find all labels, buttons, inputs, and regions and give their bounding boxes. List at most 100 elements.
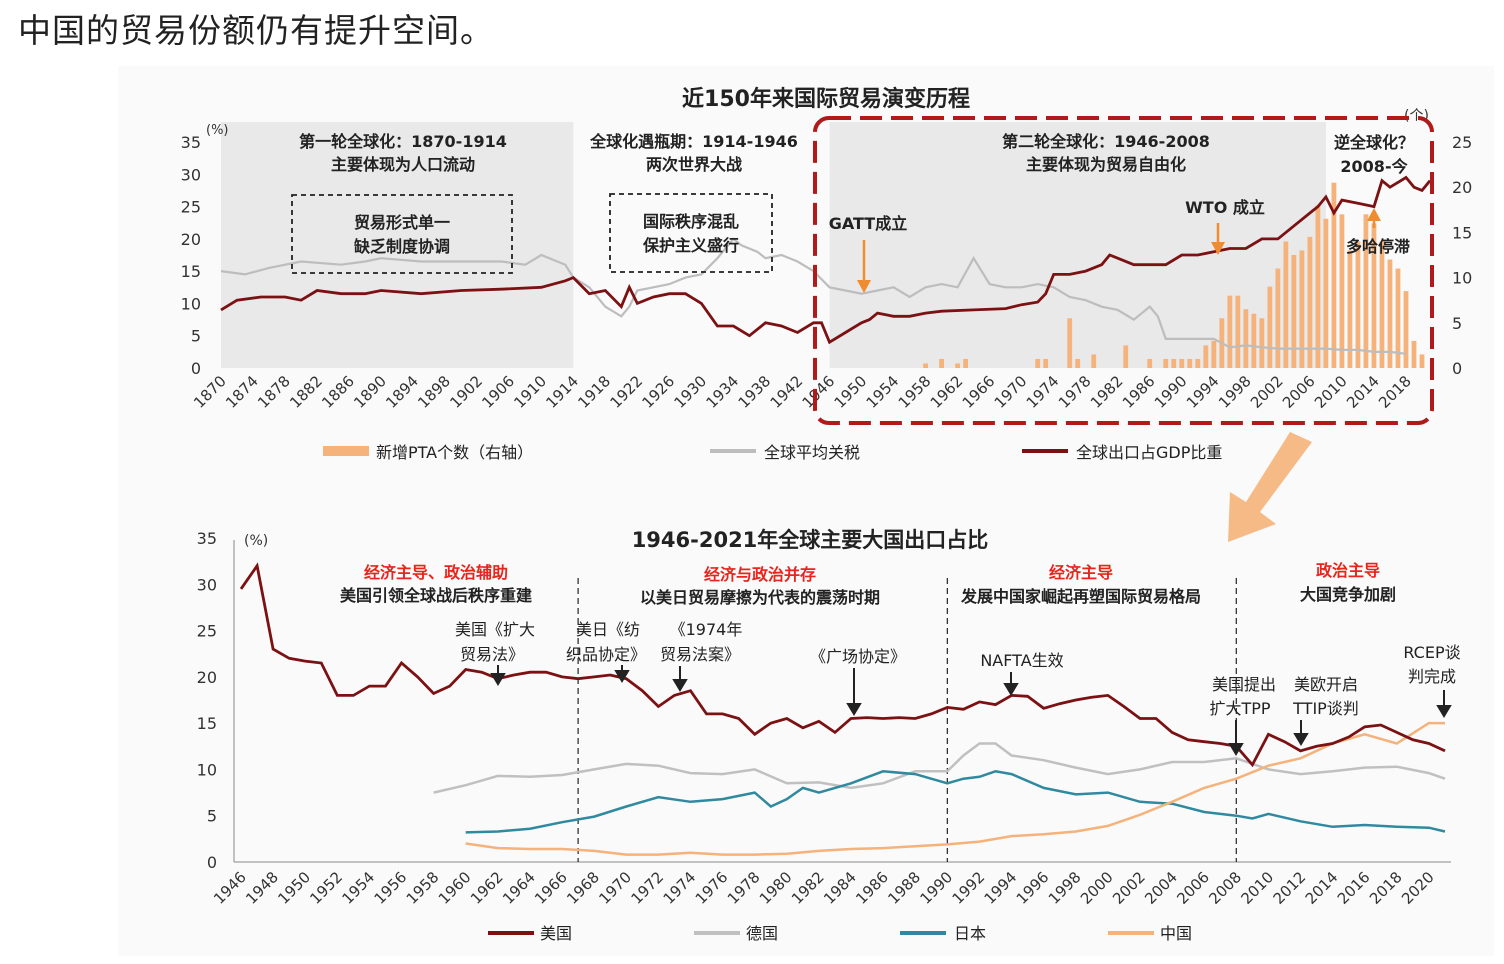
bottom-y-tick-label: 10 <box>197 760 217 779</box>
export-gdp-line <box>220 175 1432 345</box>
highlight-frame <box>813 116 1434 425</box>
pta-bar <box>1395 268 1401 368</box>
box1-line1: 贸易形式单一 <box>354 213 450 232</box>
transition-arrow <box>1228 432 1312 542</box>
event2-arrowhead <box>614 670 630 683</box>
pta-bar <box>1187 358 1193 368</box>
event3-line2: 贸易法案》 <box>660 645 740 664</box>
legend-swatch-export <box>1022 449 1068 453</box>
left-y-tick-label: 10 <box>181 294 201 313</box>
pta-bar <box>1363 214 1369 368</box>
pta-bar <box>1179 358 1185 368</box>
pta-bar <box>1211 340 1217 368</box>
legend-label-export: 全球出口占GDP比重 <box>1076 443 1222 462</box>
pta-bar <box>1347 250 1353 368</box>
right-y-tick-label: 0 <box>1452 359 1462 378</box>
phase3-subtitle: 主要体现为贸易自由化 <box>1026 155 1186 174</box>
japan-line <box>465 770 1446 834</box>
legend-swatch-usa <box>488 931 534 935</box>
right-y-tick-label: 25 <box>1452 133 1472 152</box>
pta-bar <box>1315 205 1321 368</box>
bottom-y-tick-label: 30 <box>197 575 217 594</box>
event5-arrowhead <box>1003 683 1019 696</box>
event5: NAFTA生效 <box>980 651 1063 670</box>
bottom-y-tick-label: 25 <box>197 622 217 641</box>
era1-black: 美国引领全球战后秩序重建 <box>340 586 532 605</box>
event3-arrowhead <box>672 679 688 692</box>
bottom-y-tick-label: 0 <box>207 853 217 872</box>
page-heading: 中国的贸易份额仍有提升空间。 <box>18 11 494 50</box>
box1-frame <box>291 194 513 274</box>
pta-bar <box>955 363 961 368</box>
event4: 《广场协定》 <box>810 647 906 666</box>
shaded-period-2 <box>829 122 1326 368</box>
legend-swatch-germany <box>694 931 740 935</box>
pta-bars <box>923 182 1425 368</box>
bottom-legend: 美国 德国 日本 中国 <box>488 924 1192 943</box>
event8-arrowhead <box>1436 705 1452 718</box>
pta-bar <box>1123 345 1129 368</box>
event6-arrowhead <box>1228 743 1244 756</box>
bottom-chart-title: 1946-2021年全球主要大国出口占比 <box>632 528 989 552</box>
shaded-periods <box>221 122 1326 368</box>
legend-swatch-pta <box>323 446 369 456</box>
legend-label-china: 中国 <box>1160 924 1192 943</box>
gatt-label: GATT成立 <box>829 214 907 233</box>
wto-arrowhead <box>1211 242 1225 255</box>
event-arrows <box>490 665 1452 756</box>
top-chart-title: 近150年来国际贸易演变历程 <box>682 86 970 112</box>
pta-bar <box>1387 259 1393 368</box>
event1-line1: 美国《扩大 <box>455 620 535 639</box>
pta-bar <box>1331 182 1337 368</box>
pta-bar <box>1043 358 1049 368</box>
pta-bar <box>939 358 944 368</box>
left-unit-label: (%) <box>206 123 229 138</box>
event3-line1: 《1974年 <box>670 620 743 639</box>
pta-bar <box>1379 241 1385 368</box>
pta-bar <box>1291 255 1297 368</box>
pta-bar <box>1243 309 1249 368</box>
phase2-title: 全球化遇瓶期：1914-1946 <box>589 132 798 151</box>
pta-bar <box>1147 358 1153 368</box>
legend-label-japan: 日本 <box>954 924 986 943</box>
legend-label-pta: 新增PTA个数（右轴） <box>376 443 533 462</box>
pta-bar <box>1299 250 1305 368</box>
left-y-tick-label: 15 <box>181 262 201 281</box>
era2-red: 经济与政治并存 <box>704 565 816 584</box>
doha-arrowhead <box>1367 208 1381 221</box>
era4-black: 大国竞争加剧 <box>1300 585 1396 604</box>
pta-bar <box>1323 218 1329 368</box>
legend-swatch-japan <box>900 931 946 935</box>
box2-line2: 保护主义盛行 <box>642 236 739 255</box>
pta-bar <box>1195 358 1201 368</box>
left-y-tick-label: 35 <box>181 133 201 152</box>
legend-label-usa: 美国 <box>540 924 572 943</box>
event2-line2: 织品协定》 <box>566 645 646 664</box>
shaded-period-1 <box>221 122 574 368</box>
event8-line1: RCEP谈 <box>1403 643 1460 662</box>
phase4-title: 逆全球化？ <box>1334 133 1414 152</box>
event8-line2: 判完成 <box>1408 667 1456 686</box>
pta-bar <box>1403 291 1409 368</box>
bottom-y-axis: 0 5 10 15 20 25 30 35 <box>197 529 1451 872</box>
left-y-tick-label: 0 <box>191 359 201 378</box>
pta-bar <box>923 363 928 368</box>
phase3-title: 第二轮全球化：1946-2008 <box>1002 132 1210 151</box>
box1-line2: 缺乏制度协调 <box>354 237 450 256</box>
event2-line1: 美日《纺 <box>576 620 640 639</box>
pta-bar <box>1235 295 1241 368</box>
pta-bar <box>963 358 969 368</box>
legend-label-germany: 德国 <box>746 924 778 943</box>
phase1-title: 第一轮全球化：1870-1914 <box>299 132 507 151</box>
event7-line1: 美欧开启 <box>1294 675 1358 694</box>
pta-bar <box>1251 313 1257 368</box>
pta-bar <box>1227 295 1233 368</box>
era1-red: 经济主导、政治辅助 <box>364 563 508 582</box>
box2-frame <box>609 193 773 273</box>
left-y-tick-label: 25 <box>181 198 201 217</box>
right-y-tick-label: 20 <box>1452 178 1472 197</box>
left-y-tick-label: 20 <box>181 230 201 249</box>
pta-bar <box>1419 354 1425 368</box>
pta-bar <box>1067 318 1073 368</box>
gatt-arrowhead <box>857 280 871 293</box>
